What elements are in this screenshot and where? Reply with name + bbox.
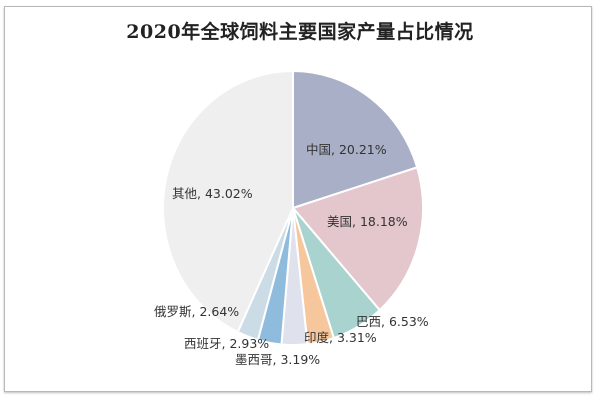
pie-slice-other [161,70,294,334]
label-china: 中国, 20.21% [306,142,387,157]
chart-title: 2020年全球饲料主要国家产量占比情况 [126,21,474,43]
pie-slice-usa [292,166,424,312]
label-russia: 俄罗斯, 2.64% [154,304,240,319]
label-india: 印度, 3.31% [304,330,377,345]
label-usa: 美国, 18.18% [327,214,408,229]
label-other: 其他, 43.02% [172,186,253,201]
label-spain: 西班牙, 2.93% [184,336,270,351]
label-brazil: 巴西, 6.53% [356,314,429,329]
label-mexico: 墨西哥, 3.19% [235,352,321,367]
pie-slice-china [292,70,419,209]
